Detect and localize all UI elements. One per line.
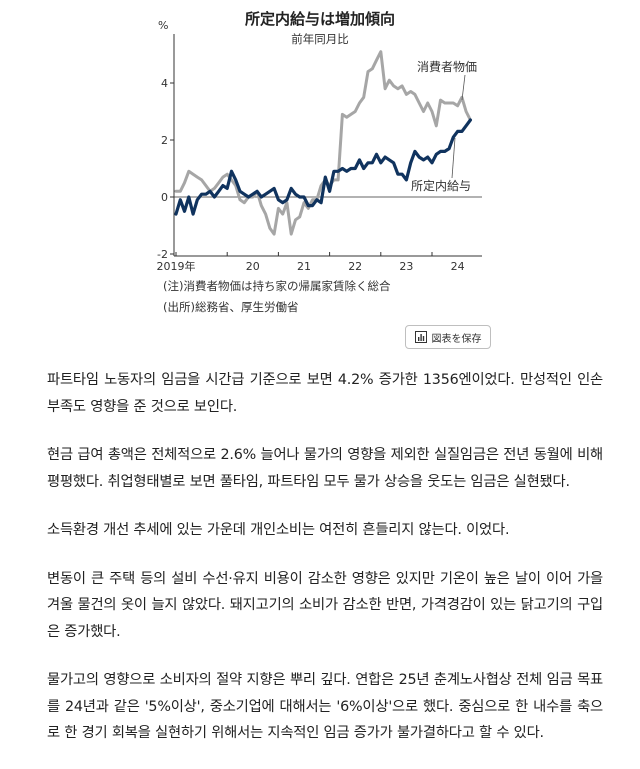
series-line-cpi <box>174 50 472 236</box>
series-label-wage: 所定内給与 <box>411 178 471 193</box>
y-tick-label: -2 <box>157 248 168 261</box>
y-tick-label: 4 <box>161 77 168 90</box>
y-axis-ticks: -2 0 2 4 <box>157 77 174 261</box>
article-body: 파트타임 노동자의 임금을 시간급 기준으로 보면 4.2% 증가한 1356엔… <box>47 367 603 769</box>
series-label-cpi-leader <box>461 74 466 101</box>
x-tick-label: 20 <box>246 260 260 273</box>
x-tick-label: 24 <box>451 260 465 273</box>
x-tick-label: 22 <box>348 260 362 273</box>
series-layer <box>174 50 472 236</box>
chart-subtitle: 前年同月比 <box>291 32 349 46</box>
article-paragraph: 변동이 큰 주택 등의 설비 수선·유지 비용이 감소한 영향은 있지만 기온이… <box>47 570 603 640</box>
y-unit-label: % <box>158 19 168 32</box>
chart-note: (注)消費者物価は持ち家の帰属家賃除く総合 <box>163 279 391 293</box>
chart-source: (出所)総務省、厚生労働省 <box>163 300 298 314</box>
save-chart-label: 図表を保存 <box>431 333 482 345</box>
x-tick-label: 2019年 <box>157 259 196 273</box>
y-tick-label: 2 <box>161 134 168 147</box>
series-label-cpi: 消費者物価 <box>417 59 477 74</box>
x-tick-label: 23 <box>399 260 413 273</box>
save-chart-button[interactable]: 図表を保存 <box>405 325 491 349</box>
bar-chart-icon <box>414 331 427 343</box>
x-axis-ticks: 2019年 20 21 22 23 24 <box>157 252 465 273</box>
article-paragraph: 물가고의 영향으로 소비자의 절약 지향은 뿌리 깊다. 연합은 25년 춘계노… <box>47 672 603 741</box>
chart-title: 所定内給与は増加傾向 <box>245 10 395 28</box>
article-paragraph: 파트타임 노동자의 임금을 시간급 기준으로 보면 4.2% 증가한 1356엔… <box>47 372 603 415</box>
y-tick-label: 0 <box>161 191 168 204</box>
article-paragraph: 소득환경 개선 추세에 있는 가운데 개인소비는 여전히 흔들리지 않는다. 이… <box>47 522 510 538</box>
article-paragraph: 현금 급여 총액은 전체적으로 2.6% 늘어나 물가의 영향을 제외한 실질임… <box>47 447 603 490</box>
x-tick-label: 21 <box>297 260 311 273</box>
series-line-wage <box>174 118 472 216</box>
series-label-wage-leader <box>451 137 456 179</box>
